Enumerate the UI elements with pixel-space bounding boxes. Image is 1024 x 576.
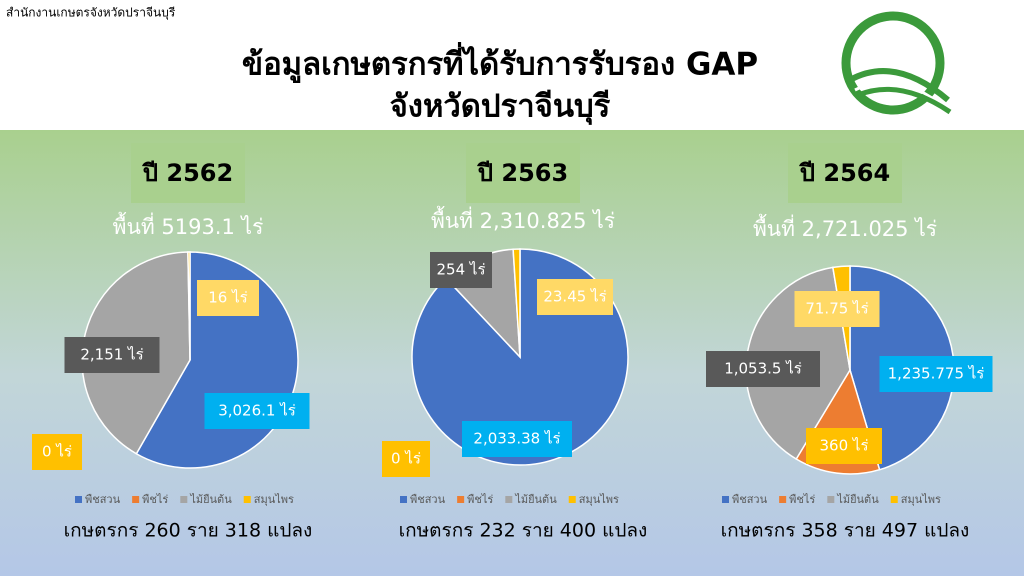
data-label: 1,053.5 ไร่ <box>724 360 802 378</box>
legend-label: ไม้ยืนต้น <box>514 493 557 506</box>
chart-title: ปี 2563 <box>477 159 569 187</box>
legend-swatch <box>457 496 465 503</box>
legend-label: สมุนไพร <box>579 493 619 506</box>
legend-swatch <box>722 496 729 503</box>
legend-swatch <box>827 496 835 503</box>
slide-subtitle: จังหวัดปราจีนบุรี <box>390 89 611 126</box>
header-bg <box>0 0 1024 130</box>
logo <box>841 11 952 115</box>
label-box <box>794 291 880 327</box>
data-label: 2,033.38 ไร่ <box>473 430 560 448</box>
data-label: 71.75 ไร่ <box>805 300 868 318</box>
legend-label: ไม้ยืนต้น <box>189 493 232 506</box>
data-label: 254 ไร่ <box>437 261 486 279</box>
label-box <box>382 441 430 477</box>
label-box <box>462 421 572 457</box>
chart-subtitle: พื้นที่ 2,310.825 ไร่ <box>431 206 615 233</box>
annotation: เกษตรกร 358 ราย 497 แปลง <box>721 520 970 542</box>
label-box <box>706 351 820 387</box>
label-box <box>806 428 882 464</box>
data-label: 360 ไร่ <box>820 437 869 455</box>
legend-label: พืชไร่ <box>789 493 815 506</box>
year-box <box>788 143 902 203</box>
legend-label: สมุนไพร <box>254 493 294 506</box>
data-label: 3,026.1 ไร่ <box>218 402 296 420</box>
label-box <box>537 279 613 315</box>
legend-swatch <box>243 496 251 503</box>
legend-label: พืชสวน <box>410 493 446 506</box>
legend-swatch <box>132 496 140 503</box>
chart-subtitle: พื้นที่ 5193.1 ไร่ <box>113 212 264 239</box>
chart-title: ปี 2564 <box>799 159 891 187</box>
label-box <box>64 337 160 373</box>
legend-label: ไม้ยืนต้น <box>836 493 879 506</box>
chart-subtitle: พื้นที่ 2,721.025 ไร่ <box>753 214 937 241</box>
org-name: สำนักงานเกษตรจังหวัดปราจีนบุรี <box>6 6 176 21</box>
data-label: 16 ไร่ <box>208 289 247 307</box>
label-box <box>879 356 993 392</box>
annotation: เกษตรกร 260 ราย 318 แปลง <box>64 520 313 542</box>
legend-label: สมุนไพร <box>901 493 941 506</box>
legend-label: พืชสวน <box>85 493 121 506</box>
legend-swatch <box>779 496 787 503</box>
legend-swatch <box>400 496 407 503</box>
year-box <box>131 143 245 203</box>
legend-swatch <box>568 496 576 503</box>
legend-label: พืชไร่ <box>142 493 168 506</box>
legend-swatch <box>505 496 513 503</box>
pie-slice <box>512 248 521 358</box>
legend-swatch <box>180 496 188 503</box>
year-box <box>466 143 580 203</box>
data-label: 1,235.775 ไร่ <box>888 365 985 383</box>
label-box <box>197 280 259 316</box>
legend-label: พืชสวน <box>732 493 768 506</box>
annotation: เกษตรกร 232 ราย 400 แปลง <box>399 520 648 542</box>
legend-label: พืชไร่ <box>467 493 493 506</box>
data-label: 23.45 ไร่ <box>543 288 606 306</box>
chart-title: ปี 2562 <box>142 159 234 187</box>
label-box <box>430 252 492 288</box>
data-label: 0 ไร่ <box>391 450 421 468</box>
data-label: 0 ไร่ <box>42 443 72 461</box>
pie-slice <box>187 251 191 361</box>
legend-swatch <box>75 496 82 503</box>
legend-swatch <box>890 496 898 503</box>
label-box <box>204 393 310 429</box>
label-box <box>32 434 82 470</box>
data-label: 2,151 ไร่ <box>80 346 143 364</box>
slide-title: ข้อมูลเกษตรกรที่ได้รับการรับรอง GAP <box>242 42 758 84</box>
